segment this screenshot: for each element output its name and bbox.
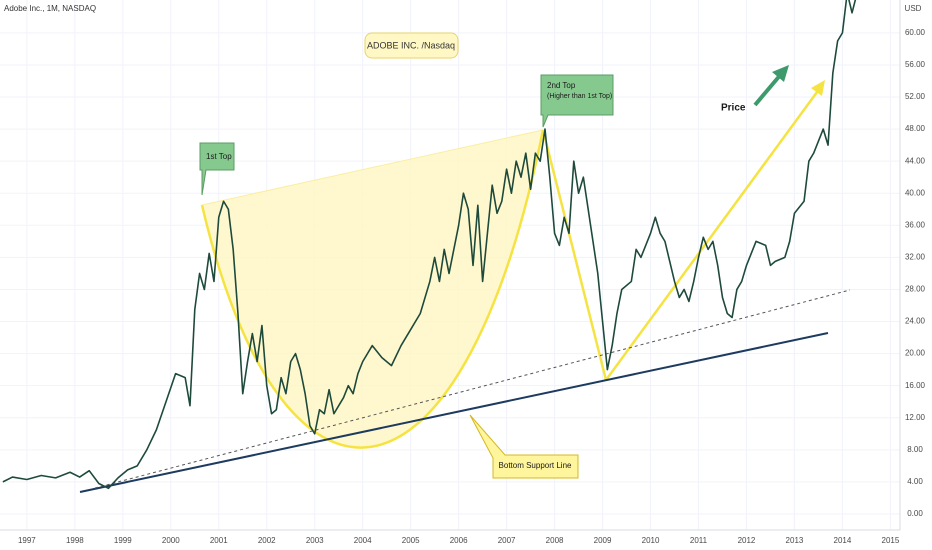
y-tick-label: 24.00	[905, 317, 926, 326]
rise-arrow	[604, 87, 822, 381]
series-layer	[2, 0, 857, 490]
x-tick-label: 2002	[258, 536, 276, 545]
price-line	[2, 0, 857, 490]
x-tick-label: 2000	[162, 536, 180, 545]
y-tick-label: 0.00	[907, 509, 923, 518]
x-tick-label: 2001	[210, 536, 228, 545]
support-callout	[469, 414, 579, 479]
title-box	[364, 32, 459, 59]
cup-area	[202, 130, 543, 448]
x-tick-label: 2006	[450, 536, 468, 545]
price-arrow	[753, 71, 784, 107]
y-tick-label: 44.00	[905, 156, 926, 165]
first-top-text: 1st Top	[206, 152, 232, 161]
x-tick-label: 1997	[18, 536, 36, 545]
x-tick-label: 1999	[114, 536, 132, 545]
legend-label: Adobe Inc., 1M, NASDAQ	[4, 4, 96, 13]
cup-rim	[201, 129, 544, 206]
x-tick-label: 2012	[738, 536, 756, 545]
x-tick-label: 2010	[642, 536, 660, 545]
y-tick-label: 16.00	[905, 381, 926, 390]
x-tick-label: 2005	[402, 536, 420, 545]
y-tick-label: 28.00	[905, 285, 926, 294]
x-tick-label: 2003	[306, 536, 324, 545]
x-tick-label: 2004	[354, 536, 372, 545]
y-tick-label: 52.00	[905, 92, 926, 101]
y-axis-area	[900, 0, 932, 550]
y-tick-label: 60.00	[905, 28, 926, 37]
y-tick-label: 4.00	[907, 477, 923, 486]
x-tick-label: 1998	[66, 536, 84, 545]
drop-line	[541, 129, 608, 381]
y-tick-label: 40.00	[905, 188, 926, 197]
support-line	[79, 332, 829, 493]
x-tick-label: 2007	[498, 536, 516, 545]
x-tick-label: 2009	[594, 536, 612, 545]
y-tick-label: 56.00	[905, 60, 926, 69]
y-tick-label: 20.00	[905, 349, 926, 358]
second-top-callout	[540, 74, 614, 128]
second-top-text: 2nd Top	[547, 81, 576, 90]
cup-curve	[200, 129, 545, 449]
x-tick-label: 2011	[690, 536, 708, 545]
y-tick-label: 12.00	[905, 413, 926, 422]
second-top-note: (Higher than 1st Top)	[547, 93, 612, 100]
x-tick-label: 2013	[786, 536, 804, 545]
first-top-callout	[199, 142, 235, 196]
y-tick-label: 36.00	[905, 220, 926, 229]
rise-arrowhead	[811, 80, 825, 96]
y-tick-label: 32.00	[905, 252, 926, 261]
x-tick-label: 2014	[834, 536, 852, 545]
y-tick-label: 8.00	[907, 445, 923, 454]
price-label: Price	[721, 103, 746, 114]
x-tick-label: 2015	[882, 536, 900, 545]
currency-label: USD	[905, 4, 922, 13]
title-box-text: ADOBE INC. /Nasdaq	[367, 40, 455, 50]
x-tick-label: 2008	[546, 536, 564, 545]
dotted-trend	[94, 289, 851, 489]
y-tick-label: 48.00	[905, 124, 926, 133]
support-text: Bottom Support Line	[499, 461, 572, 470]
price-arrowhead	[772, 65, 789, 82]
drawings	[79, 80, 851, 493]
